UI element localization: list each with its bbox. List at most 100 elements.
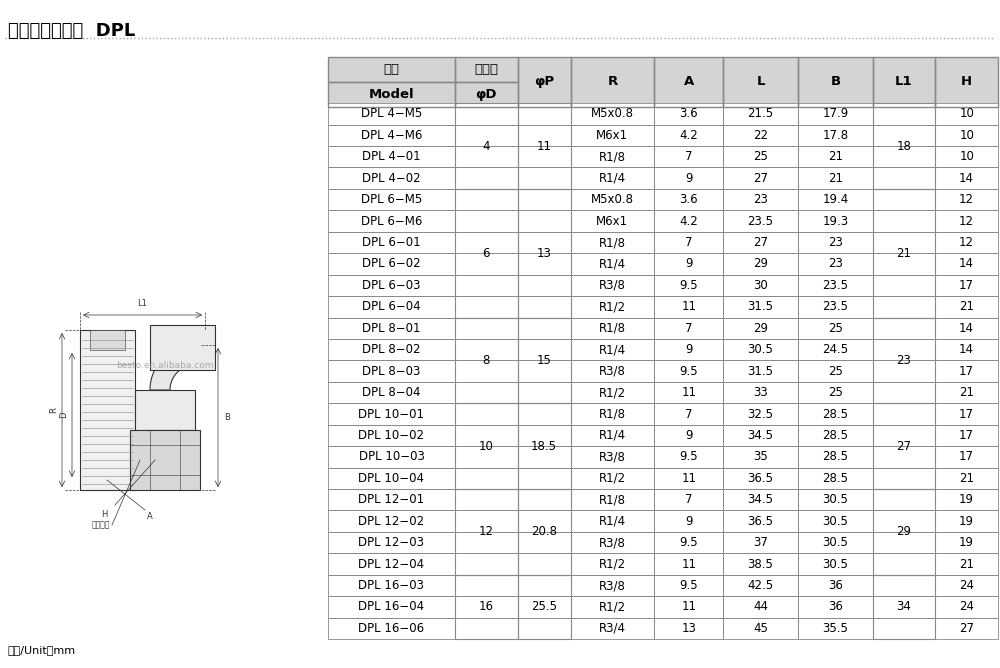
Text: 27: 27 bbox=[897, 440, 912, 453]
Text: DPL 12−01: DPL 12−01 bbox=[358, 493, 425, 506]
Bar bbox=[723, 317, 798, 339]
Bar bbox=[455, 403, 518, 425]
Bar bbox=[328, 382, 455, 403]
Bar bbox=[723, 210, 798, 232]
Bar bbox=[723, 275, 798, 296]
Text: DPL 6−04: DPL 6−04 bbox=[362, 301, 421, 313]
Bar bbox=[328, 339, 455, 361]
Bar bbox=[654, 425, 723, 446]
Bar bbox=[654, 446, 723, 468]
Bar bbox=[518, 382, 571, 403]
Text: 25: 25 bbox=[753, 150, 768, 163]
Bar bbox=[798, 275, 873, 296]
Text: R3/8: R3/8 bbox=[599, 450, 626, 464]
Bar bbox=[873, 532, 935, 553]
Bar bbox=[798, 532, 873, 553]
Bar bbox=[935, 489, 998, 510]
Bar bbox=[723, 574, 798, 597]
Bar bbox=[935, 597, 998, 618]
Bar bbox=[935, 232, 998, 253]
Bar bbox=[455, 403, 518, 489]
Bar bbox=[455, 317, 518, 403]
Bar bbox=[571, 57, 654, 107]
Bar bbox=[571, 296, 654, 317]
Bar bbox=[328, 146, 455, 168]
Text: R1/8: R1/8 bbox=[599, 407, 626, 421]
Bar bbox=[935, 125, 998, 146]
Bar bbox=[654, 125, 723, 146]
Bar bbox=[328, 103, 455, 125]
Bar bbox=[723, 597, 798, 618]
Bar bbox=[873, 339, 935, 361]
Bar bbox=[723, 403, 798, 425]
Text: DPL 4−01: DPL 4−01 bbox=[362, 150, 421, 163]
Bar bbox=[654, 317, 723, 339]
Bar bbox=[935, 189, 998, 210]
Bar bbox=[328, 168, 455, 189]
Bar bbox=[455, 125, 518, 146]
Bar bbox=[571, 489, 654, 510]
Bar bbox=[873, 618, 935, 639]
Text: 25: 25 bbox=[828, 365, 843, 377]
Text: R1/4: R1/4 bbox=[599, 343, 626, 356]
Bar bbox=[328, 125, 455, 146]
Bar bbox=[873, 210, 935, 232]
Bar bbox=[328, 253, 455, 275]
Bar bbox=[723, 425, 798, 446]
Bar bbox=[873, 168, 935, 189]
Bar bbox=[935, 57, 998, 107]
Text: R1/2: R1/2 bbox=[599, 472, 626, 485]
Bar bbox=[654, 425, 723, 446]
Bar bbox=[518, 403, 571, 425]
Bar bbox=[798, 232, 873, 253]
Bar bbox=[328, 125, 455, 146]
Bar bbox=[328, 189, 455, 210]
Bar bbox=[571, 103, 654, 125]
Text: R1/2: R1/2 bbox=[599, 386, 626, 399]
Text: R: R bbox=[50, 407, 58, 413]
Text: 19: 19 bbox=[959, 515, 974, 528]
Text: 30.5: 30.5 bbox=[822, 558, 848, 570]
Text: 28.5: 28.5 bbox=[822, 472, 848, 485]
Bar bbox=[654, 553, 723, 574]
Bar bbox=[798, 403, 873, 425]
Bar bbox=[654, 361, 723, 382]
Text: DPL 16−04: DPL 16−04 bbox=[358, 601, 425, 613]
Bar bbox=[935, 532, 998, 553]
Bar bbox=[571, 189, 654, 210]
Bar bbox=[935, 189, 998, 210]
Text: 21: 21 bbox=[959, 472, 974, 485]
Bar bbox=[571, 597, 654, 618]
Text: 13: 13 bbox=[537, 246, 552, 260]
Text: 17: 17 bbox=[959, 450, 974, 464]
Text: 7: 7 bbox=[685, 493, 692, 506]
Bar bbox=[723, 553, 798, 574]
Bar bbox=[798, 553, 873, 574]
Bar bbox=[873, 597, 935, 618]
Bar bbox=[798, 339, 873, 361]
Text: DPL 10−03: DPL 10−03 bbox=[359, 450, 424, 464]
Text: 10: 10 bbox=[479, 440, 494, 453]
Bar bbox=[571, 168, 654, 189]
Bar bbox=[723, 382, 798, 403]
Bar bbox=[935, 510, 998, 532]
Bar bbox=[455, 597, 518, 618]
Text: DPL 6−03: DPL 6−03 bbox=[362, 279, 421, 292]
Bar bbox=[723, 253, 798, 275]
Bar bbox=[571, 574, 654, 597]
Bar bbox=[723, 253, 798, 275]
Text: 7: 7 bbox=[685, 236, 692, 249]
Bar bbox=[935, 317, 998, 339]
Text: DPL 16−03: DPL 16−03 bbox=[358, 579, 424, 592]
Text: R1/4: R1/4 bbox=[599, 429, 626, 442]
Text: 11: 11 bbox=[537, 140, 552, 152]
Bar bbox=[873, 317, 935, 403]
Text: 36.5: 36.5 bbox=[748, 515, 774, 528]
Bar bbox=[518, 103, 571, 125]
Bar bbox=[571, 275, 654, 296]
Bar bbox=[571, 532, 654, 553]
Bar bbox=[518, 553, 571, 574]
Bar bbox=[798, 253, 873, 275]
Text: 23: 23 bbox=[828, 257, 843, 271]
Bar bbox=[798, 317, 873, 339]
